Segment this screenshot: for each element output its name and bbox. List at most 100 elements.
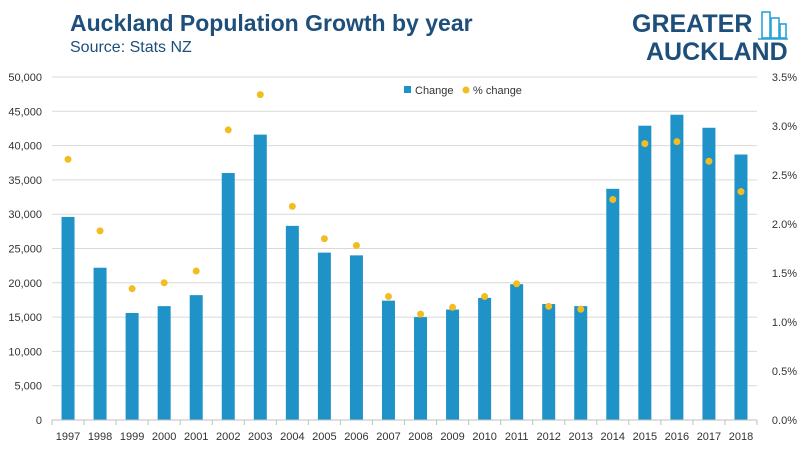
- bar-change: [381, 300, 395, 420]
- chart-subtitle: Source: Stats NZ: [70, 39, 192, 56]
- y2-tick-label: 0.0%: [772, 415, 797, 427]
- legend: Change % change: [404, 85, 522, 97]
- point-percent-change: [513, 280, 521, 288]
- bar-change: [349, 255, 363, 420]
- point-percent-change: [288, 202, 296, 210]
- bar-change: [638, 125, 652, 421]
- y2-tick-label: 3.0%: [772, 121, 797, 133]
- x-tick-label: 2018: [729, 431, 753, 443]
- bar-change: [253, 134, 267, 420]
- x-tick-label: 2003: [248, 431, 272, 443]
- x-tick-label: 2000: [152, 431, 176, 443]
- point-percent-change: [224, 126, 232, 134]
- x-tick-label: 2007: [376, 431, 400, 443]
- bar-change: [189, 295, 203, 420]
- bar-change: [221, 173, 235, 420]
- point-percent-change: [352, 242, 360, 250]
- bar-change: [734, 154, 748, 420]
- point-percent-change: [64, 155, 72, 163]
- legend-label-change: Change: [415, 85, 454, 97]
- x-tick-label: 2002: [216, 431, 240, 443]
- change-bars: [61, 114, 748, 421]
- y2-tick-label: 1.0%: [772, 317, 797, 329]
- x-tick-label: 2010: [472, 431, 496, 443]
- bar-change: [446, 309, 460, 420]
- y-tick-label: 5,000: [14, 381, 42, 393]
- bar-change: [510, 284, 524, 420]
- bar-change: [414, 317, 428, 420]
- bar-change: [542, 304, 556, 420]
- x-tick-label: 1999: [120, 431, 144, 443]
- point-percent-change: [320, 235, 328, 243]
- legend-label-percent: % change: [473, 85, 522, 97]
- point-percent-change: [673, 138, 681, 146]
- y-tick-label: 0: [36, 415, 42, 427]
- point-percent-change: [449, 303, 457, 311]
- bar-change: [574, 306, 588, 420]
- x-tick-label: 2012: [536, 431, 560, 443]
- x-tick-label: 2006: [344, 431, 368, 443]
- x-tick-label: 2011: [505, 431, 529, 443]
- x-tick-label: 2014: [601, 431, 625, 443]
- x-tick-label: 2009: [440, 431, 464, 443]
- y-tick-label: 40,000: [8, 141, 42, 153]
- y-tick-label: 10,000: [8, 346, 42, 358]
- y2-tick-label: 1.5%: [772, 268, 797, 280]
- x-tick-label: 2013: [569, 431, 593, 443]
- x-tick-label: 1997: [56, 431, 80, 443]
- point-percent-change: [128, 285, 136, 293]
- y-tick-label: 30,000: [8, 209, 42, 221]
- bar-change: [317, 252, 331, 420]
- x-tick-label: 2001: [184, 431, 208, 443]
- point-percent-change: [577, 305, 585, 313]
- point-percent-change: [609, 196, 617, 203]
- right-axis: 0.0% 0.5% 1.0% 1.5% 2.0% 2.5% 3.0% 3.5%: [772, 72, 797, 427]
- chart-title: Auckland Population Growth by year: [70, 10, 473, 36]
- bar-change: [93, 267, 107, 420]
- point-percent-change: [192, 267, 200, 275]
- point-percent-change: [417, 310, 425, 318]
- point-percent-change: [705, 157, 713, 165]
- bar-change: [478, 297, 492, 420]
- left-axis: 0 5,000 10,000 15,000 20,000 25,000 30,000 35,0…: [8, 72, 42, 427]
- point-percent-change: [256, 91, 264, 99]
- point-percent-change: [96, 227, 104, 235]
- point-percent-change: [737, 188, 745, 196]
- bar-change: [61, 216, 75, 420]
- bar-change: [125, 312, 139, 420]
- bar-change: [157, 306, 171, 420]
- point-percent-change: [641, 140, 649, 148]
- y-tick-label: 45,000: [8, 106, 42, 118]
- x-tick-label: 2015: [633, 431, 657, 443]
- bar-change: [606, 188, 620, 420]
- y2-tick-label: 3.5%: [772, 72, 797, 84]
- city-skyline-icon: [758, 11, 788, 40]
- y-tick-label: 25,000: [8, 244, 42, 256]
- x-axis: 1997 1998 1999 2000 2001 2002 2003 2004 2005 2006…: [51, 419, 758, 443]
- greater-auckland-logo: GREATER AUCKLAND: [632, 10, 788, 64]
- y-tick-label: 35,000: [8, 175, 42, 187]
- y-tick-label: 50,000: [8, 72, 42, 84]
- point-percent-change: [160, 279, 168, 287]
- x-tick-label: 1998: [88, 431, 112, 443]
- point-percent-change: [545, 302, 553, 310]
- bar-change: [285, 225, 299, 420]
- x-tick-label: 2017: [697, 431, 721, 443]
- point-percent-change: [481, 293, 489, 301]
- y2-tick-label: 2.0%: [772, 219, 797, 231]
- y-tick-label: 15,000: [8, 312, 42, 324]
- percent-change-points: [64, 91, 745, 318]
- legend-swatch-percent: [462, 86, 470, 94]
- x-tick-label: 2016: [665, 431, 689, 443]
- logo-line-2: AUCKLAND: [646, 38, 788, 64]
- x-tick-label: 2004: [280, 431, 304, 443]
- y-tick-label: 20,000: [8, 278, 42, 290]
- bar-change: [702, 127, 716, 420]
- x-tick-label: 2008: [408, 431, 432, 443]
- logo-line-1: GREATER: [632, 10, 752, 38]
- y2-tick-label: 0.5%: [772, 366, 797, 378]
- point-percent-change: [384, 293, 392, 301]
- x-tick-label: 2005: [312, 431, 336, 443]
- y2-tick-label: 2.5%: [772, 170, 797, 182]
